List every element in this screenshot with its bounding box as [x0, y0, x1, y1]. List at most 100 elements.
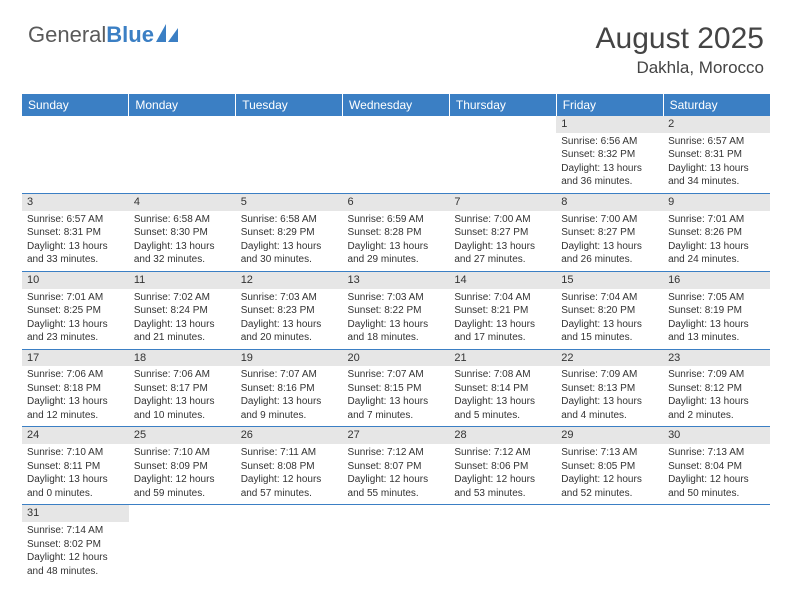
day-info-line: Sunset: 8:14 PM — [454, 382, 551, 396]
day-info-line: and 34 minutes. — [668, 175, 765, 189]
logo-text-1: General — [28, 22, 106, 48]
calendar-cell: 13Sunrise: 7:03 AMSunset: 8:22 PMDayligh… — [343, 271, 450, 349]
day-info-line: and 7 minutes. — [348, 409, 445, 423]
day-info-line: and 10 minutes. — [134, 409, 231, 423]
day-header: Sunday — [22, 94, 129, 116]
day-info-line: Sunrise: 7:07 AM — [241, 368, 338, 382]
calendar-cell: 25Sunrise: 7:10 AMSunset: 8:09 PMDayligh… — [129, 427, 236, 505]
day-info-line: and 29 minutes. — [348, 253, 445, 267]
day-info-line: Daylight: 13 hours — [668, 318, 765, 332]
day-header: Tuesday — [236, 94, 343, 116]
day-info-line: Sunset: 8:21 PM — [454, 304, 551, 318]
calendar-cell: 31Sunrise: 7:14 AMSunset: 8:02 PMDayligh… — [22, 505, 129, 582]
calendar-cell: 21Sunrise: 7:08 AMSunset: 8:14 PMDayligh… — [449, 349, 556, 427]
day-info-line: Sunset: 8:28 PM — [348, 226, 445, 240]
calendar-cell: 18Sunrise: 7:06 AMSunset: 8:17 PMDayligh… — [129, 349, 236, 427]
day-info-line: Sunset: 8:27 PM — [454, 226, 551, 240]
calendar-cell: 16Sunrise: 7:05 AMSunset: 8:19 PMDayligh… — [663, 271, 770, 349]
day-header: Thursday — [449, 94, 556, 116]
day-info-line: Sunset: 8:29 PM — [241, 226, 338, 240]
day-info-line: Sunset: 8:07 PM — [348, 460, 445, 474]
title-block: August 2025 Dakhla, Morocco — [596, 22, 764, 78]
day-info-line: Sunrise: 7:14 AM — [27, 524, 124, 538]
day-info-line: and 26 minutes. — [561, 253, 658, 267]
day-info-line: Sunrise: 7:01 AM — [668, 213, 765, 227]
day-info-line: Sunset: 8:15 PM — [348, 382, 445, 396]
calendar-row: 24Sunrise: 7:10 AMSunset: 8:11 PMDayligh… — [22, 427, 770, 505]
day-info-line: Sunset: 8:09 PM — [134, 460, 231, 474]
calendar-cell: 1Sunrise: 6:56 AMSunset: 8:32 PMDaylight… — [556, 116, 663, 193]
day-info-line: Sunrise: 7:06 AM — [134, 368, 231, 382]
logo: GeneralBlue — [28, 22, 180, 48]
calendar-cell: 7 Sunrise: 7:00 AMSunset: 8:27 PMDaylight… — [449, 193, 556, 271]
day-info-line: Sunrise: 7:00 AM — [454, 213, 551, 227]
day-number: 31 — [22, 505, 129, 522]
day-number: 30 — [663, 427, 770, 444]
day-info-line: Sunrise: 7:04 AM — [454, 291, 551, 305]
day-number: 16 — [663, 272, 770, 289]
calendar-cell — [343, 505, 450, 582]
day-info-line: Sunset: 8:08 PM — [241, 460, 338, 474]
day-info-line: and 2 minutes. — [668, 409, 765, 423]
day-number: 15 — [556, 272, 663, 289]
logo-sail-icon — [156, 24, 180, 42]
day-info-line: Sunset: 8:05 PM — [561, 460, 658, 474]
day-info-line: Sunset: 8:17 PM — [134, 382, 231, 396]
day-info-line: Sunset: 8:13 PM — [561, 382, 658, 396]
day-info-line: Daylight: 13 hours — [27, 473, 124, 487]
day-info-line: Sunrise: 7:03 AM — [348, 291, 445, 305]
calendar-cell: 2Sunrise: 6:57 AMSunset: 8:31 PMDaylight… — [663, 116, 770, 193]
day-info-line: Daylight: 13 hours — [454, 240, 551, 254]
day-number: 26 — [236, 427, 343, 444]
day-number: 4 — [129, 194, 236, 211]
day-info-line: Sunrise: 7:04 AM — [561, 291, 658, 305]
day-info-line: and 30 minutes. — [241, 253, 338, 267]
day-number: 6 — [343, 194, 450, 211]
day-info-line: Daylight: 13 hours — [668, 395, 765, 409]
day-info-line: Sunset: 8:31 PM — [668, 148, 765, 162]
day-info-line: Daylight: 13 hours — [134, 318, 231, 332]
day-info-line: Sunrise: 7:11 AM — [241, 446, 338, 460]
day-number: 27 — [343, 427, 450, 444]
day-info-line: Sunset: 8:22 PM — [348, 304, 445, 318]
day-info-line: and 55 minutes. — [348, 487, 445, 501]
day-info-line: Daylight: 13 hours — [348, 318, 445, 332]
day-info-line: Daylight: 13 hours — [134, 395, 231, 409]
day-number: 12 — [236, 272, 343, 289]
day-info-line: and 13 minutes. — [668, 331, 765, 345]
day-info-line: and 27 minutes. — [454, 253, 551, 267]
day-info-line: and 36 minutes. — [561, 175, 658, 189]
day-info-line: Daylight: 13 hours — [454, 318, 551, 332]
day-info-line: Daylight: 13 hours — [27, 318, 124, 332]
day-info-line: Daylight: 13 hours — [27, 395, 124, 409]
day-number: 17 — [22, 350, 129, 367]
day-info-line: Sunrise: 7:10 AM — [27, 446, 124, 460]
calendar-cell: 26Sunrise: 7:11 AMSunset: 8:08 PMDayligh… — [236, 427, 343, 505]
day-number: 1 — [556, 116, 663, 133]
day-info-line: Sunset: 8:20 PM — [561, 304, 658, 318]
day-info-line: and 18 minutes. — [348, 331, 445, 345]
day-info-line: Daylight: 13 hours — [134, 240, 231, 254]
day-info-line: Sunrise: 6:58 AM — [241, 213, 338, 227]
day-number: 14 — [449, 272, 556, 289]
day-header: Wednesday — [343, 94, 450, 116]
calendar-row: 1Sunrise: 6:56 AMSunset: 8:32 PMDaylight… — [22, 116, 770, 193]
logo-text-2: Blue — [106, 22, 154, 48]
day-info-line: and 33 minutes. — [27, 253, 124, 267]
day-info-line: Daylight: 13 hours — [668, 240, 765, 254]
day-number: 23 — [663, 350, 770, 367]
day-number: 7 — [449, 194, 556, 211]
calendar-row: 10Sunrise: 7:01 AMSunset: 8:25 PMDayligh… — [22, 271, 770, 349]
day-info-line: and 21 minutes. — [134, 331, 231, 345]
calendar-cell: 10Sunrise: 7:01 AMSunset: 8:25 PMDayligh… — [22, 271, 129, 349]
day-info-line: Daylight: 12 hours — [561, 473, 658, 487]
day-info-line: and 17 minutes. — [454, 331, 551, 345]
calendar-cell: 12Sunrise: 7:03 AMSunset: 8:23 PMDayligh… — [236, 271, 343, 349]
day-info-line: and 52 minutes. — [561, 487, 658, 501]
day-info-line: Sunset: 8:18 PM — [27, 382, 124, 396]
calendar-row: 3Sunrise: 6:57 AMSunset: 8:31 PMDaylight… — [22, 193, 770, 271]
day-info-line: Daylight: 13 hours — [27, 240, 124, 254]
calendar-row: 31Sunrise: 7:14 AMSunset: 8:02 PMDayligh… — [22, 505, 770, 582]
day-number: 24 — [22, 427, 129, 444]
day-number: 29 — [556, 427, 663, 444]
